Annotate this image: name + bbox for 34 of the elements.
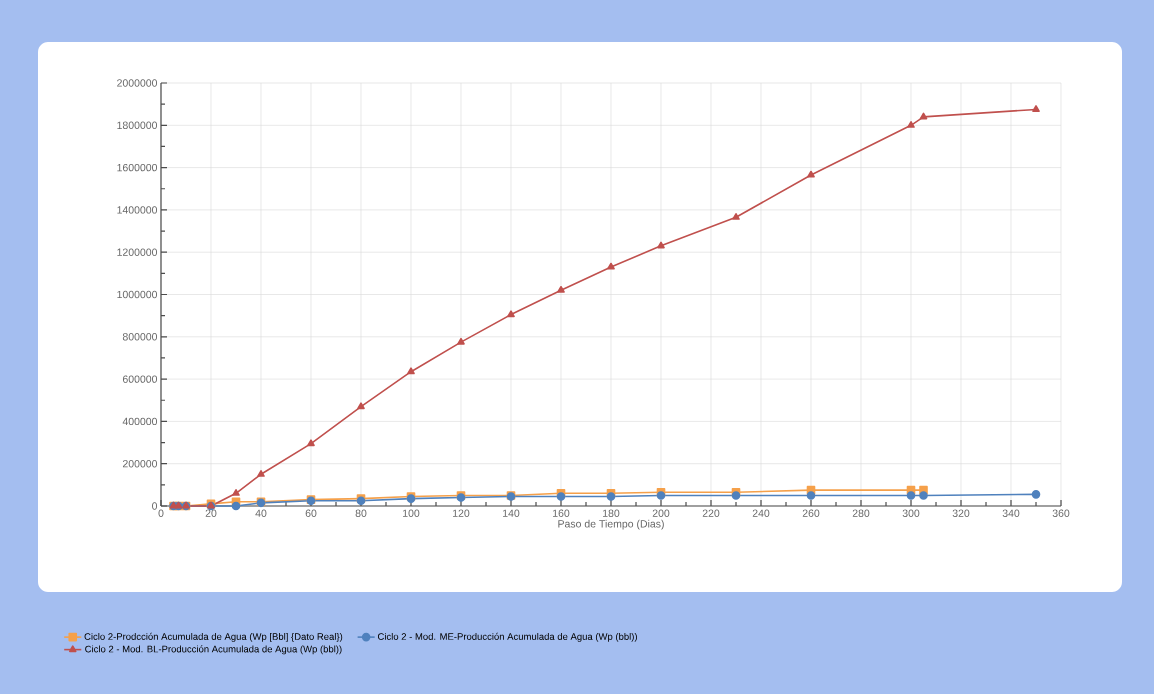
x-tick-label: 280	[852, 509, 870, 517]
y-tick-label: 800000	[122, 333, 158, 341]
x-tick-label: 20	[205, 509, 217, 517]
x-tick-label: 140	[503, 509, 520, 517]
x-tick-label: 180	[603, 509, 620, 517]
y-tick-label: 1200000	[117, 248, 158, 256]
y-tick-label: 1400000	[117, 206, 158, 214]
x-tick-label: 80	[355, 509, 367, 517]
x-tick-label: 40	[255, 509, 267, 517]
legend-label: Ciclo 2-Prodcción Acumulada de Agua (Wp [Bbl] {Dato Real})	[84, 632, 343, 642]
x-tick-label: 340	[1002, 509, 1020, 517]
x-tick-label: 300	[902, 509, 920, 517]
x-tick-label: 60	[305, 509, 317, 517]
x-tick-label: 240	[752, 509, 770, 517]
x-tick-label: 100	[403, 509, 420, 517]
legend-label: Ciclo 2 - Mod. ME-Producción Acumulada de Agua (Wp (bbl))	[377, 632, 637, 642]
x-tick-label: 220	[702, 509, 720, 517]
x-tick-label: 360	[1052, 509, 1070, 517]
x-tick-label: 0	[158, 509, 164, 517]
y-tick-label: 1000000	[117, 290, 158, 299]
x-tick-label: 120	[453, 509, 470, 517]
y-tick-label: 2000000	[117, 79, 158, 87]
y-tick-label: 400000	[122, 417, 158, 426]
legend-label: Ciclo 2 - Mod. BL-Producción Acumulada de Agua (Wp (bbl))	[85, 645, 342, 655]
y-tick-label: 0	[152, 502, 158, 510]
x-axis-title: Paso de Tiempo (Dias)	[558, 519, 664, 530]
x-tick-label: 200	[652, 509, 670, 517]
y-tick-label: 200000	[122, 459, 158, 468]
x-tick-label: 160	[553, 509, 570, 517]
y-tick-label: 600000	[122, 375, 158, 383]
y-tick-label: 1800000	[117, 121, 158, 130]
y-tick-label: 1600000	[117, 163, 158, 172]
x-tick-label: 260	[802, 509, 820, 517]
x-tick-label: 320	[952, 509, 970, 517]
